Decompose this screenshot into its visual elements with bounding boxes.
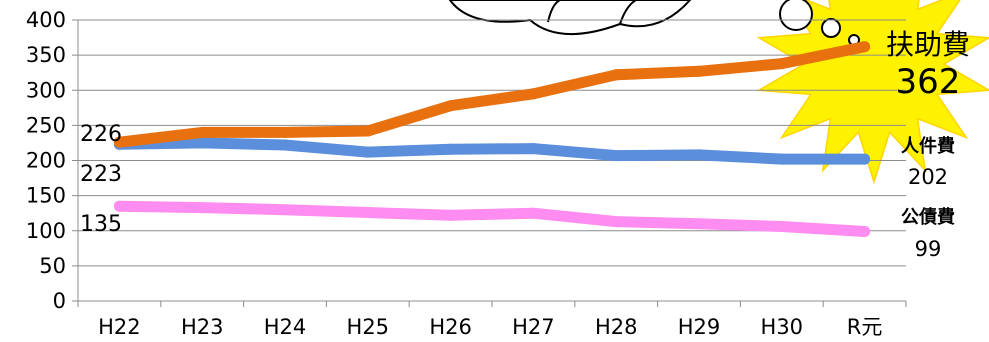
data-point: [196, 137, 208, 149]
series-end-value-label: 362: [896, 62, 961, 102]
series-name-label: 公債費: [901, 206, 955, 228]
y-tick-label: 250: [26, 113, 66, 137]
y-tick-label: 0: [53, 289, 66, 313]
series-name-label: 扶助費: [886, 28, 970, 61]
x-tick-label: H29: [678, 315, 721, 339]
x-tick-label: H27: [512, 315, 555, 339]
data-point: [776, 153, 788, 165]
y-tick-label: 150: [26, 184, 66, 208]
data-point: [279, 139, 291, 151]
data-point: [527, 88, 539, 100]
data-point: [113, 200, 125, 212]
data-point: [859, 153, 871, 165]
x-tick-label: H28: [595, 315, 638, 339]
x-tick-label: H25: [347, 315, 390, 339]
x-tick-label: H26: [429, 315, 472, 339]
data-point: [362, 207, 374, 218]
data-point: [279, 204, 291, 216]
y-tick-label: 200: [26, 149, 66, 173]
data-point: [610, 69, 622, 81]
data-point: [610, 150, 622, 162]
data-point: [362, 146, 374, 158]
x-tick-label: H30: [761, 315, 804, 339]
data-point: [445, 143, 457, 155]
series-line: [113, 137, 871, 165]
series-line: [113, 41, 871, 148]
data-point: [362, 125, 374, 137]
thought-bubble-medium: [821, 18, 841, 38]
data-point: [693, 149, 705, 161]
series-line: [113, 200, 871, 237]
data-point: [693, 218, 705, 230]
y-tick-label: 50: [39, 254, 66, 278]
data-point: [527, 143, 539, 155]
y-tick-label: 350: [26, 43, 66, 67]
gridlines: [78, 19, 906, 267]
decoration-layer: [448, 0, 989, 185]
thought-bubble-large: [779, 0, 813, 31]
series-start-label: 226: [80, 122, 122, 147]
x-tick-label: H24: [264, 315, 307, 339]
series-end-value-label: 202: [908, 165, 948, 189]
thought-cloud-lobe: [619, 0, 637, 25]
data-point: [527, 207, 539, 219]
axes: 0 50 100 150 200 250 300 350 400 H22 H23 H24 H25 H26 H…: [26, 8, 907, 339]
series-start-label: 223: [80, 162, 122, 187]
series-end-value-label: 99: [915, 237, 942, 261]
y-tick-label: 400: [26, 8, 66, 32]
data-point: [445, 100, 457, 112]
y-tick-label: 300: [26, 78, 66, 102]
thought-cloud-lobe: [547, 0, 561, 23]
series-name-label: 人件費: [901, 135, 955, 157]
thought-cloud: [448, 0, 692, 35]
data-point: [196, 202, 208, 214]
data-point: [445, 209, 457, 221]
series-lines: [113, 41, 871, 237]
data-point: [859, 226, 871, 237]
x-tick-label: R元: [847, 315, 883, 339]
data-point: [776, 58, 788, 70]
data-point: [113, 136, 125, 148]
x-tick-label: H23: [181, 315, 224, 339]
data-point: [693, 65, 705, 77]
series-start-label: 135: [80, 212, 122, 237]
data-point: [776, 221, 788, 232]
data-point: [279, 126, 291, 138]
data-point: [610, 216, 622, 228]
data-point: [196, 126, 208, 138]
x-tick-label: H22: [98, 315, 141, 339]
data-point: [859, 41, 871, 53]
y-tick-label: 100: [26, 219, 66, 243]
